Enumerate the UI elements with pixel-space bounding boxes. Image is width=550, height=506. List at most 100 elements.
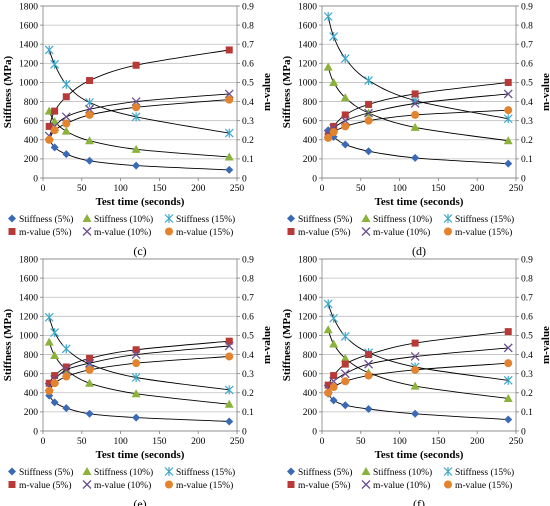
data-point bbox=[411, 90, 419, 98]
chart-panel-d: 02004006008001000120014001600180000.10.2… bbox=[281, 2, 550, 258]
plot-area bbox=[321, 258, 517, 432]
y-tick-label: 200 bbox=[303, 408, 318, 418]
data-point bbox=[224, 89, 234, 99]
data-point bbox=[340, 93, 350, 102]
data-point bbox=[341, 111, 349, 119]
series-stiffness-5 bbox=[45, 134, 234, 174]
data-point bbox=[50, 328, 60, 338]
y-axis-left: 0 200 400 600 800 1000 1200 1400 1600 1800 bbox=[19, 2, 43, 184]
legend-marker bbox=[82, 467, 92, 475]
data-point-stroke bbox=[224, 385, 234, 395]
series-m-value-15 bbox=[45, 352, 234, 395]
data-point bbox=[50, 59, 60, 69]
y-tick-label: 200 bbox=[24, 408, 39, 418]
legend-marker bbox=[8, 467, 16, 476]
data-point-stroke bbox=[50, 328, 60, 338]
data-point-stroke bbox=[44, 45, 54, 55]
y-axis-title: Stiffness (MPa) bbox=[281, 308, 293, 381]
data-point bbox=[224, 152, 234, 161]
data-point bbox=[44, 312, 54, 322]
legend-item: m-value (10%) bbox=[361, 480, 430, 491]
data-point bbox=[50, 143, 59, 152]
y2-tick-label: 0.9 bbox=[521, 255, 533, 265]
legend-label: m-value (5%) bbox=[19, 480, 72, 491]
x-tick-label: 0 bbox=[320, 437, 325, 447]
data-point bbox=[323, 62, 333, 71]
legend-item: Stiffness (10%) bbox=[361, 214, 432, 225]
data-point bbox=[504, 359, 513, 368]
legend-label: Stiffness (5%) bbox=[19, 214, 73, 225]
x-tick-label: 250 bbox=[509, 184, 524, 194]
data-point-stroke bbox=[503, 375, 513, 385]
y2-tick-label: 0.9 bbox=[242, 255, 254, 265]
legend-label: m-value (15%) bbox=[176, 227, 233, 238]
data-point bbox=[85, 156, 94, 165]
x-tick-label: 100 bbox=[392, 437, 407, 447]
trend-line bbox=[48, 110, 230, 158]
y2-tick-label: 0.6 bbox=[521, 313, 533, 323]
legend-item: m-value (15%) bbox=[444, 227, 512, 238]
legend-label: Stiffness (10%) bbox=[373, 214, 432, 225]
data-point bbox=[503, 89, 513, 99]
legend-marker bbox=[82, 214, 92, 222]
trend-line bbox=[48, 93, 230, 137]
legend-item: Stiffness (5%) bbox=[287, 467, 352, 478]
y2-tick-label: 0 bbox=[521, 427, 526, 437]
data-point bbox=[131, 97, 141, 107]
y2-tick-label: 0.3 bbox=[521, 370, 533, 380]
data-point bbox=[225, 95, 234, 104]
y2-tick-label: 0.7 bbox=[521, 294, 533, 304]
legend-item: Stiffness (5%) bbox=[8, 214, 73, 225]
x-tick-label: 150 bbox=[431, 437, 446, 447]
y-tick-label: 0 bbox=[312, 427, 317, 437]
legend-marker bbox=[8, 214, 16, 223]
y-tick-label: 800 bbox=[303, 98, 318, 108]
legend-label: Stiffness (10%) bbox=[94, 467, 153, 478]
data-point-stroke bbox=[503, 114, 513, 124]
data-point bbox=[340, 369, 350, 379]
legend-item: Stiffness (15%) bbox=[443, 214, 514, 225]
data-point bbox=[85, 378, 95, 387]
x-tick-label: 250 bbox=[230, 437, 245, 447]
data-point bbox=[324, 381, 332, 389]
data-point bbox=[132, 359, 141, 368]
data-point-stroke bbox=[323, 12, 333, 22]
y-tick-label: 1800 bbox=[19, 2, 38, 12]
x-tick-label: 0 bbox=[41, 437, 46, 447]
legend-item: m-value (5%) bbox=[8, 227, 72, 238]
data-point bbox=[62, 404, 71, 413]
y2-tick-label: 0.1 bbox=[521, 155, 533, 165]
data-point bbox=[50, 126, 59, 135]
data-point bbox=[132, 161, 141, 170]
data-point bbox=[504, 328, 512, 336]
data-point bbox=[410, 352, 420, 361]
y-axis-title: Stiffness (MPa) bbox=[2, 308, 14, 381]
y2-tick-label: 0 bbox=[242, 174, 247, 184]
series-m-value-15 bbox=[45, 95, 234, 144]
plot-area bbox=[321, 5, 517, 179]
data-point bbox=[225, 46, 233, 54]
y-tick-label: 1000 bbox=[298, 332, 317, 342]
legend-item: Stiffness (10%) bbox=[82, 214, 153, 225]
legend-marker bbox=[287, 467, 295, 476]
series-m-value-15 bbox=[324, 359, 513, 397]
y2-tick-label: 0.2 bbox=[521, 389, 533, 399]
legend-marker-stroke bbox=[164, 214, 174, 223]
legend-label: Stiffness (10%) bbox=[94, 214, 153, 225]
y2-tick-label: 0.8 bbox=[521, 21, 533, 31]
legend-marker-stroke bbox=[164, 467, 174, 476]
y-tick-label: 400 bbox=[24, 136, 39, 146]
x-axis-title: Test time (seconds) bbox=[96, 196, 185, 208]
legend-marker bbox=[361, 480, 371, 489]
data-point bbox=[341, 140, 350, 149]
series-stiffness-10 bbox=[323, 62, 513, 145]
legend-label: Stiffness (5%) bbox=[19, 467, 73, 478]
data-point bbox=[62, 119, 71, 128]
series-m-value-5 bbox=[45, 337, 233, 387]
data-point bbox=[410, 99, 420, 108]
data-point bbox=[364, 359, 374, 369]
y-tick-label: 0 bbox=[312, 174, 317, 184]
gridlines bbox=[322, 5, 516, 179]
data-point bbox=[61, 79, 71, 89]
y2-tick-label: 0.2 bbox=[242, 136, 254, 146]
